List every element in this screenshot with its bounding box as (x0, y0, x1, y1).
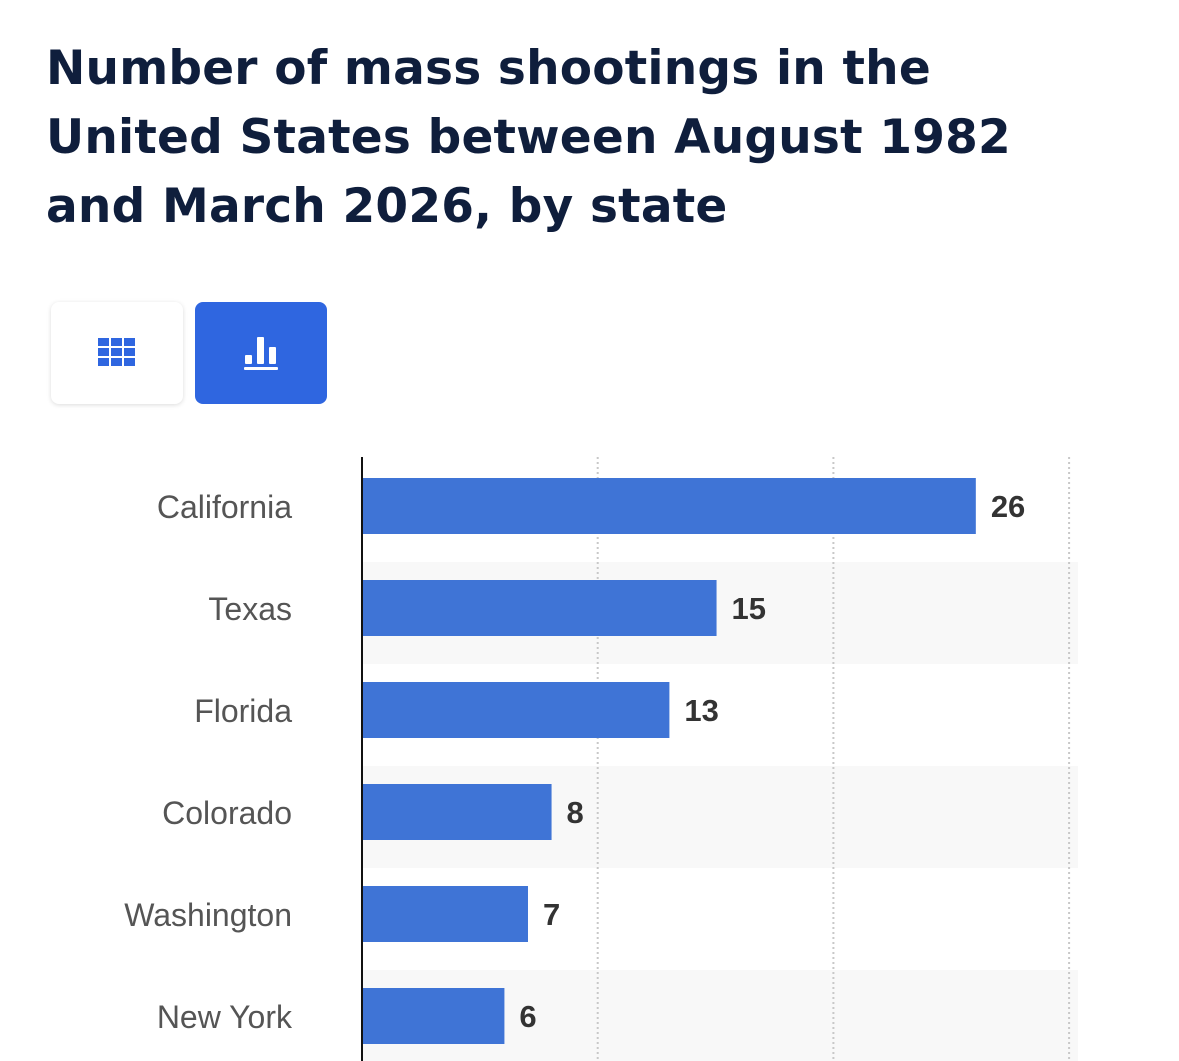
value-label: 8 (567, 795, 584, 830)
category-label: New York (157, 999, 293, 1035)
value-label: 26 (991, 489, 1025, 524)
bar[interactable] (363, 886, 528, 942)
bar[interactable] (363, 580, 717, 636)
category-label: Texas (208, 591, 292, 627)
value-label: 13 (684, 693, 718, 728)
category-label: California (157, 489, 292, 525)
value-label: 6 (519, 999, 536, 1034)
value-label: 7 (543, 897, 560, 932)
category-label: Washington (124, 897, 292, 933)
page-title: Number of mass shootings in the United S… (46, 41, 1011, 234)
table-view-button[interactable] (51, 302, 183, 404)
category-label: Florida (194, 693, 292, 729)
bar[interactable] (363, 988, 505, 1044)
category-label: Colorado (162, 795, 292, 831)
bar[interactable] (363, 478, 976, 534)
bar[interactable] (363, 682, 670, 738)
value-label: 15 (732, 591, 766, 626)
chart-view-button[interactable] (195, 302, 327, 404)
bar[interactable] (363, 784, 552, 840)
bar-chart-icon (244, 337, 278, 370)
grid-table-icon (98, 338, 135, 366)
